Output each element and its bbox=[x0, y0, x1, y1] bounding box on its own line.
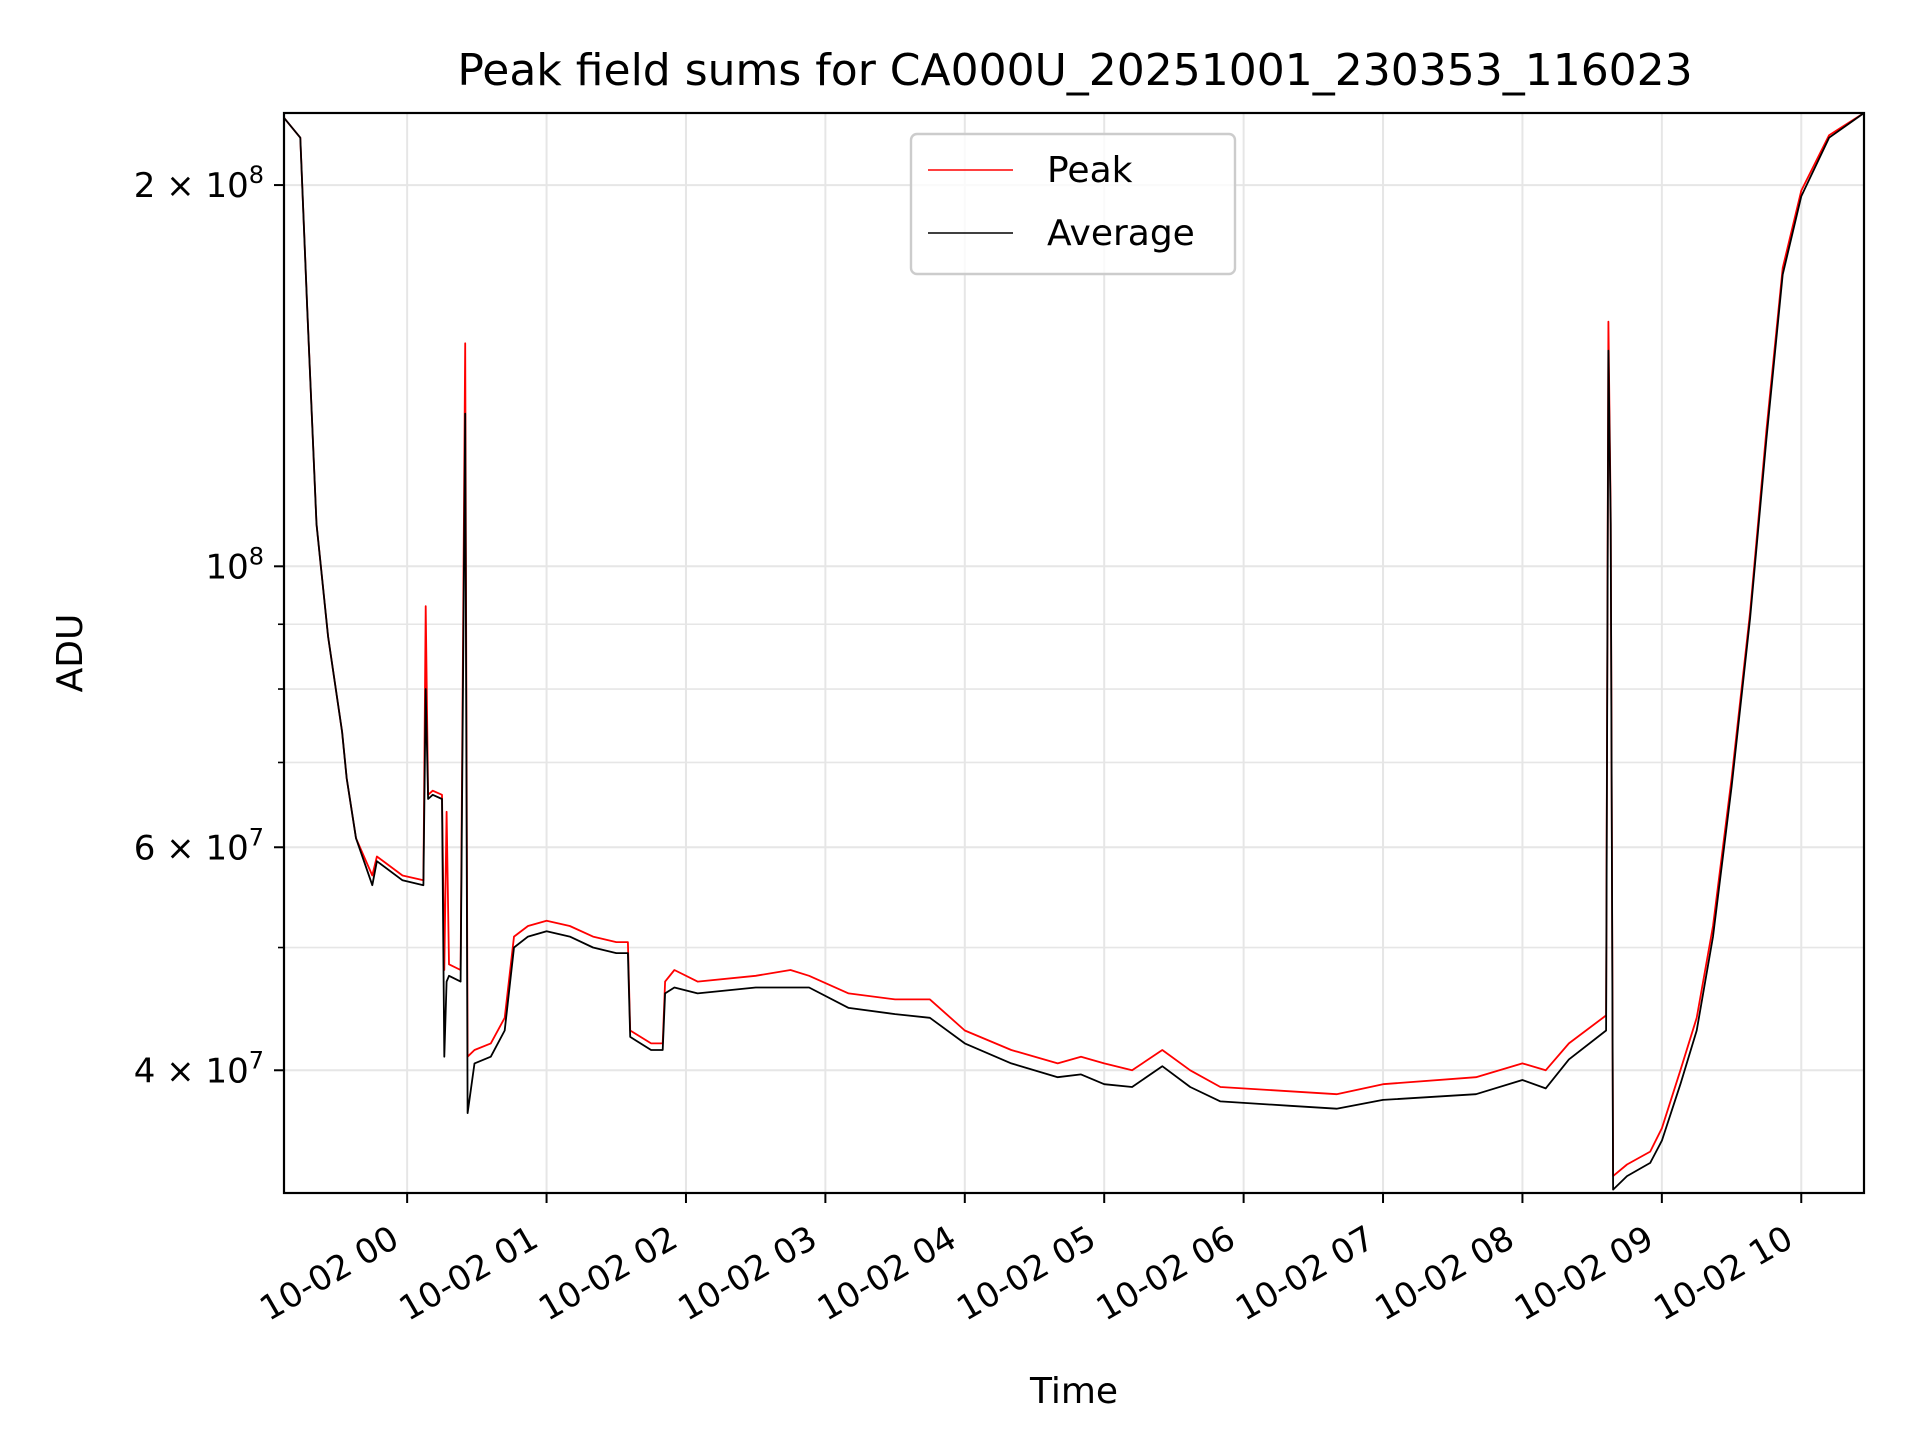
chart-title: Peak field sums for CA000U_20251001_2303… bbox=[457, 45, 1692, 96]
plot-frame bbox=[282, 111, 1866, 1195]
series-line-average bbox=[283, 112, 1865, 1191]
y-axis-label: ADU bbox=[50, 614, 91, 693]
y-tick-label: 4 × 107 bbox=[134, 1046, 264, 1091]
legend-label-peak: Peak bbox=[1047, 150, 1133, 191]
x-axis-label: Time bbox=[1029, 1371, 1118, 1412]
legend-label-average: Average bbox=[1047, 213, 1195, 254]
series-group bbox=[283, 112, 1865, 1191]
y-axis-ticks: 4 × 107 6 × 107 108 2 × 108 bbox=[134, 161, 284, 1091]
legend: Peak Average bbox=[909, 132, 1237, 276]
y-tick-label: 6 × 107 bbox=[134, 823, 264, 868]
y-tick-label: 108 bbox=[205, 542, 264, 587]
y-tick-label: 2 × 108 bbox=[134, 161, 264, 206]
legend-box bbox=[909, 132, 1237, 276]
